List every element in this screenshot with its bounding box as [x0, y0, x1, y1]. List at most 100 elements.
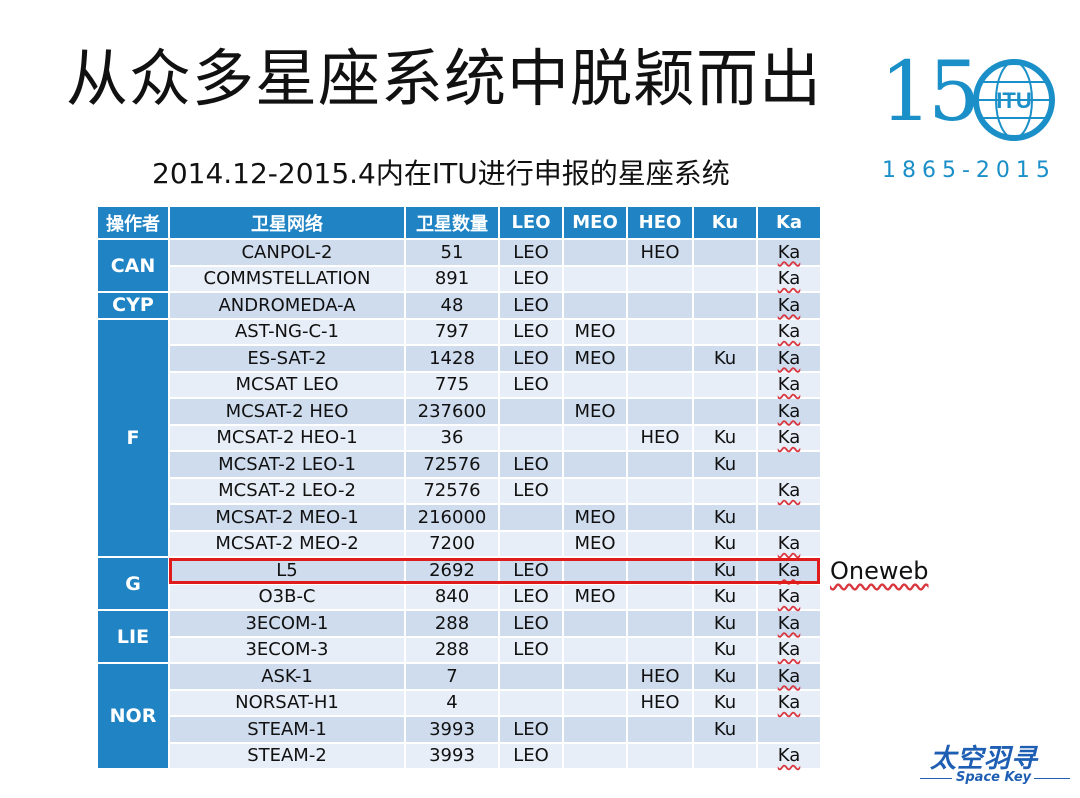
cell-count: 288 — [404, 609, 500, 638]
ka-value: Ka — [777, 745, 801, 767]
cell-ka — [756, 450, 822, 479]
brand-en: Space Key — [956, 770, 1032, 785]
cell-network: MCSAT-2 LEO-2 — [168, 476, 406, 505]
cell-meo: MEO — [562, 582, 628, 611]
cell-ku: Ku — [692, 609, 758, 638]
cell-ka: Ka — [756, 423, 822, 452]
cell-meo: MEO — [562, 503, 628, 532]
cell-ku: Ku — [692, 503, 758, 532]
cell-heo — [626, 741, 694, 770]
cell-ka: Ka — [756, 370, 822, 399]
table-row: MCSAT-2 LEO-2 72576 LEO Ka — [97, 476, 822, 505]
brand-line-left — [920, 778, 952, 779]
cell-ka: Ka — [756, 264, 822, 293]
cell-network: MCSAT-2 MEO-2 — [168, 529, 406, 558]
cell-network: COMMSTELLATION — [168, 264, 406, 293]
cell-meo — [562, 635, 628, 664]
cell-leo — [498, 503, 564, 532]
cell-ku: Ku — [692, 635, 758, 664]
ka-value: Ka — [777, 400, 801, 422]
cell-meo — [562, 662, 628, 691]
ka-value: Ka — [777, 586, 801, 608]
cell-network: ES-SAT-2 — [168, 344, 406, 373]
brand-cn: 太空羽寻 — [930, 744, 1039, 774]
cell-operator: CAN — [96, 238, 170, 293]
cell-leo: LEO — [498, 291, 564, 320]
itu-150-logo: 15 ITU 1865-2015 — [876, 52, 1056, 192]
cell-heo — [626, 344, 694, 373]
cell-ka: Ka — [756, 344, 822, 373]
table-row: MCSAT-2 LEO-1 72576 LEO Ku — [97, 450, 822, 479]
table-row: CYP ANDROMEDA-A 48 LEO Ka — [96, 291, 822, 320]
cell-ku — [692, 397, 758, 426]
ka-value: Ka — [777, 347, 801, 369]
cell-operator: NOR — [96, 662, 170, 770]
cell-ka: Ka — [756, 556, 822, 585]
cell-ku — [692, 291, 758, 320]
itu-globe-icon: ITU — [973, 59, 1055, 141]
cell-ka: Ka — [756, 476, 822, 505]
ka-value: Ka — [777, 294, 801, 316]
cell-heo — [626, 450, 694, 479]
cell-leo: LEO — [498, 635, 564, 664]
ka-value: Ka — [777, 268, 801, 290]
cell-heo — [626, 529, 694, 558]
cell-network: MCSAT-2 LEO-1 — [168, 450, 406, 479]
cell-operator: G — [96, 556, 170, 611]
ka-value: Ka — [777, 321, 801, 343]
cell-meo: MEO — [562, 397, 628, 426]
cell-count: 7 — [404, 662, 500, 691]
ka-value: Ka — [777, 374, 801, 396]
cell-meo — [562, 370, 628, 399]
cell-meo — [562, 238, 628, 267]
cell-count: 237600 — [404, 397, 500, 426]
ka-value: Ka — [777, 427, 801, 449]
cell-network: MCSAT LEO — [168, 370, 406, 399]
cell-heo: HEO — [626, 688, 694, 717]
cell-heo — [626, 476, 694, 505]
table-row: MCSAT-2 HEO 237600 MEO Ka — [97, 397, 822, 426]
cell-count: 891 — [404, 264, 500, 293]
ka-value: Ka — [777, 559, 801, 581]
cell-ku — [692, 317, 758, 346]
cell-heo — [626, 503, 694, 532]
table-row: G L5 2692 LEO Ku Ka — [96, 556, 822, 611]
ka-value: Ka — [777, 241, 801, 263]
table-row: NOR ASK-1 7 HEO Ku Ka — [96, 662, 822, 770]
cell-meo: MEO — [562, 344, 628, 373]
table-row: LIE 3ECOM-1 288 LEO Ku Ka — [96, 609, 822, 664]
cell-leo: LEO — [498, 741, 564, 770]
logo-number: 15 — [880, 45, 980, 140]
cell-leo: LEO — [498, 344, 564, 373]
cell-heo: HEO — [626, 662, 694, 691]
cell-ka: Ka — [756, 238, 822, 267]
cell-leo — [498, 662, 564, 691]
cell-count: 2692 — [404, 556, 500, 585]
cell-network: L5 — [168, 556, 406, 585]
table-header-row: 操作者 卫星网络 卫星数量 LEO MEO HEO Ku Ka — [96, 205, 822, 240]
cell-heo — [626, 582, 694, 611]
cell-heo — [626, 609, 694, 638]
cell-leo — [498, 529, 564, 558]
cell-count: 1428 — [404, 344, 500, 373]
cell-meo — [562, 715, 628, 744]
cell-count: 775 — [404, 370, 500, 399]
cell-ku — [692, 476, 758, 505]
cell-ku: Ku — [692, 423, 758, 452]
table-row: MCSAT-2 MEO-2 7200 MEO Ku Ka — [97, 529, 822, 558]
cell-network: MCSAT-2 HEO — [168, 397, 406, 426]
cell-network: NORSAT-H1 — [168, 688, 406, 717]
cell-network: 3ECOM-3 — [168, 635, 406, 664]
cell-leo: LEO — [498, 582, 564, 611]
cell-network: MCSAT-2 MEO-1 — [168, 503, 406, 532]
cell-meo — [562, 450, 628, 479]
cell-heo — [626, 264, 694, 293]
table-row: MCSAT-2 HEO-1 36 HEO Ku Ka — [97, 423, 822, 452]
cell-network: STEAM-1 — [168, 715, 406, 744]
cell-count: 4 — [404, 688, 500, 717]
table-row: COMMSTELLATION 891 LEO Ka — [97, 264, 822, 293]
cell-meo — [562, 423, 628, 452]
cell-operator: LIE — [96, 609, 170, 664]
cell-operator: F — [96, 317, 170, 558]
cell-count: 36 — [404, 423, 500, 452]
